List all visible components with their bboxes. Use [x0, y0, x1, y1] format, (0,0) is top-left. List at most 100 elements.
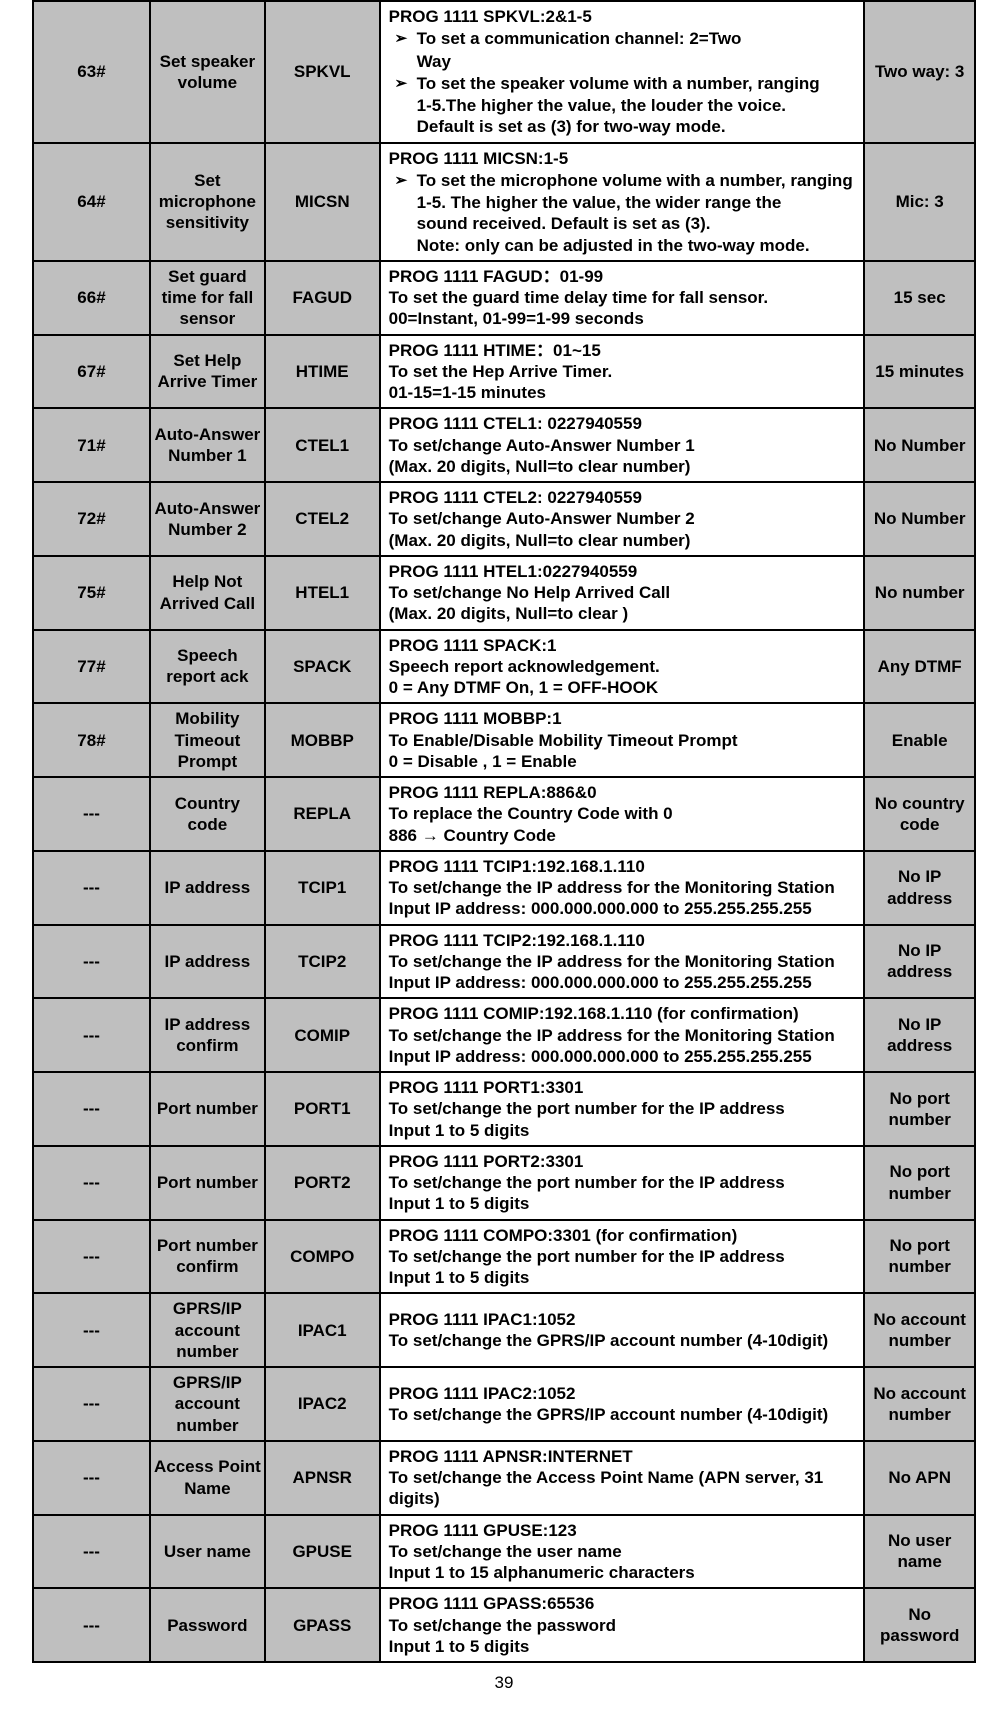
table-row: 75#Help Not Arrived CallHTEL1PROG 1111 H…	[33, 556, 975, 630]
table-row: ---GPRS/IP account numberIPAC1PROG 1111 …	[33, 1293, 975, 1367]
cmd-mnemonic: HTEL1	[265, 556, 380, 630]
cmd-title: Country code	[150, 777, 265, 851]
cmd-code: ---	[33, 1367, 150, 1441]
table-row: 66#Set guard time for fall sensorFAGUDPR…	[33, 261, 975, 335]
table-row: ---IP addressTCIP2PROG 1111 TCIP2:192.16…	[33, 925, 975, 999]
page: 63#Set speaker volumeSPKVLPROG 1111 SPKV…	[0, 0, 1008, 1713]
cmd-mnemonic: MOBBP	[265, 703, 380, 777]
cmd-code: ---	[33, 1441, 150, 1515]
cmd-title: Set Help Arrive Timer	[150, 335, 265, 409]
cmd-title: Help Not Arrived Call	[150, 556, 265, 630]
cmd-code: ---	[33, 998, 150, 1072]
cmd-description: PROG 1111 HTIME：01~15To set the Hep Arri…	[380, 335, 865, 409]
cmd-mnemonic: CTEL2	[265, 482, 380, 556]
cmd-description: PROG 1111 TCIP2:192.168.1.110To set/chan…	[380, 925, 865, 999]
table-row: 78#Mobility Timeout PromptMOBBPPROG 1111…	[33, 703, 975, 777]
cmd-title: Port number confirm	[150, 1220, 265, 1294]
cmd-code: 64#	[33, 143, 150, 261]
table-row: ---Access Point NameAPNSRPROG 1111 APNSR…	[33, 1441, 975, 1515]
cmd-default: No IP address	[864, 925, 975, 999]
cmd-description: PROG 1111 REPLA:886&0To replace the Coun…	[380, 777, 865, 851]
table-row: ---User nameGPUSEPROG 1111 GPUSE:123To s…	[33, 1515, 975, 1589]
cmd-title: Access Point Name	[150, 1441, 265, 1515]
cmd-mnemonic: TCIP2	[265, 925, 380, 999]
table-row: ---PasswordGPASSPROG 1111 GPASS:65536To …	[33, 1588, 975, 1662]
commands-table: 63#Set speaker volumeSPKVLPROG 1111 SPKV…	[32, 0, 976, 1663]
cmd-title: Speech report ack	[150, 630, 265, 704]
table-row: ---IP address confirmCOMIPPROG 1111 COMI…	[33, 998, 975, 1072]
cmd-default: No country code	[864, 777, 975, 851]
cmd-mnemonic: CTEL1	[265, 408, 380, 482]
cmd-description: PROG 1111 FAGUD：01-99To set the guard ti…	[380, 261, 865, 335]
cmd-code: 63#	[33, 1, 150, 143]
cmd-title: IP address	[150, 925, 265, 999]
cmd-code: 77#	[33, 630, 150, 704]
cmd-description: PROG 1111 IPAC1:1052To set/change the GP…	[380, 1293, 865, 1367]
cmd-code: ---	[33, 1588, 150, 1662]
cmd-code: ---	[33, 1293, 150, 1367]
cmd-default: 15 minutes	[864, 335, 975, 409]
cmd-default: No password	[864, 1588, 975, 1662]
table-row: ---Port number confirmCOMPOPROG 1111 COM…	[33, 1220, 975, 1294]
cmd-description: PROG 1111 COMIP:192.168.1.110 (for confi…	[380, 998, 865, 1072]
cmd-title: Set guard time for fall sensor	[150, 261, 265, 335]
cmd-title: Auto-Answer Number 2	[150, 482, 265, 556]
cmd-description: PROG 1111 SPKVL:2&1-5➢To set a communica…	[380, 1, 865, 143]
cmd-description: PROG 1111 CTEL2: 0227940559To set/change…	[380, 482, 865, 556]
cmd-default: Mic: 3	[864, 143, 975, 261]
cmd-mnemonic: FAGUD	[265, 261, 380, 335]
cmd-default: No APN	[864, 1441, 975, 1515]
table-row: ---GPRS/IP account numberIPAC2PROG 1111 …	[33, 1367, 975, 1441]
table-row: ---Port numberPORT1PROG 1111 PORT1:3301T…	[33, 1072, 975, 1146]
cmd-default: No port number	[864, 1072, 975, 1146]
cmd-code: ---	[33, 1515, 150, 1589]
cmd-title: Mobility Timeout Prompt	[150, 703, 265, 777]
table-row: ---IP addressTCIP1PROG 1111 TCIP1:192.16…	[33, 851, 975, 925]
cmd-title: GPRS/IP account number	[150, 1367, 265, 1441]
cmd-mnemonic: HTIME	[265, 335, 380, 409]
cmd-code: ---	[33, 1146, 150, 1220]
cmd-title: User name	[150, 1515, 265, 1589]
cmd-default: No account number	[864, 1367, 975, 1441]
cmd-description: PROG 1111 CTEL1: 0227940559To set/change…	[380, 408, 865, 482]
cmd-default: Any DTMF	[864, 630, 975, 704]
cmd-code: 71#	[33, 408, 150, 482]
cmd-mnemonic: GPASS	[265, 1588, 380, 1662]
cmd-description: PROG 1111 PORT2:3301To set/change the po…	[380, 1146, 865, 1220]
cmd-code: 75#	[33, 556, 150, 630]
cmd-default: No number	[864, 556, 975, 630]
cmd-description: PROG 1111 GPUSE:123To set/change the use…	[380, 1515, 865, 1589]
cmd-mnemonic: COMPO	[265, 1220, 380, 1294]
page-number: 39	[32, 1673, 976, 1693]
table-row: 77#Speech report ackSPACKPROG 1111 SPACK…	[33, 630, 975, 704]
table-row: 63#Set speaker volumeSPKVLPROG 1111 SPKV…	[33, 1, 975, 143]
cmd-description: PROG 1111 SPACK:1Speech report acknowled…	[380, 630, 865, 704]
cmd-description: PROG 1111 MOBBP:1To Enable/Disable Mobil…	[380, 703, 865, 777]
cmd-title: GPRS/IP account number	[150, 1293, 265, 1367]
table-row: 72#Auto-Answer Number 2CTEL2PROG 1111 CT…	[33, 482, 975, 556]
cmd-mnemonic: IPAC1	[265, 1293, 380, 1367]
cmd-default: No account number	[864, 1293, 975, 1367]
cmd-mnemonic: GPUSE	[265, 1515, 380, 1589]
cmd-code: ---	[33, 1072, 150, 1146]
cmd-code: 67#	[33, 335, 150, 409]
cmd-title: Password	[150, 1588, 265, 1662]
cmd-title: Port number	[150, 1072, 265, 1146]
cmd-mnemonic: IPAC2	[265, 1367, 380, 1441]
cmd-description: PROG 1111 PORT1:3301To set/change the po…	[380, 1072, 865, 1146]
cmd-title: Auto-Answer Number 1	[150, 408, 265, 482]
cmd-title: IP address confirm	[150, 998, 265, 1072]
cmd-mnemonic: REPLA	[265, 777, 380, 851]
cmd-code: ---	[33, 851, 150, 925]
cmd-default: No port number	[864, 1220, 975, 1294]
cmd-code: ---	[33, 1220, 150, 1294]
cmd-title: IP address	[150, 851, 265, 925]
cmd-mnemonic: PORT1	[265, 1072, 380, 1146]
cmd-default: No IP address	[864, 998, 975, 1072]
cmd-default: No Number	[864, 408, 975, 482]
cmd-title: Set speaker volume	[150, 1, 265, 143]
cmd-mnemonic: APNSR	[265, 1441, 380, 1515]
table-row: ---Country codeREPLAPROG 1111 REPLA:886&…	[33, 777, 975, 851]
table-row: 64#Set microphone sensitivityMICSNPROG 1…	[33, 143, 975, 261]
cmd-mnemonic: TCIP1	[265, 851, 380, 925]
